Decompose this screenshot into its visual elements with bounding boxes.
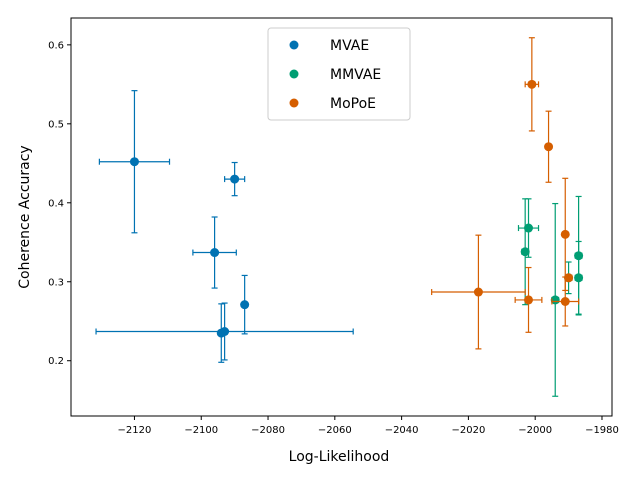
x-tick-label: −2080 xyxy=(251,425,285,436)
data-point-mopoe xyxy=(560,177,570,292)
y-tick-label: 0.2 xyxy=(48,356,64,367)
marker-mmvae xyxy=(520,247,530,257)
data-point-mvae xyxy=(216,303,226,363)
legend-marker-mopoe xyxy=(289,98,299,108)
series-mvae xyxy=(95,90,354,363)
series-mopoe xyxy=(431,37,580,350)
y-axis-ticks: 0.2 0.3 0.4 0.5 0.6 xyxy=(48,40,71,367)
legend-entry-mopoe: MoPoE xyxy=(289,96,376,112)
data-point-mvae xyxy=(224,161,246,197)
marker-mopoe xyxy=(473,287,483,297)
legend-frame xyxy=(267,27,411,121)
data-point-mvae xyxy=(98,90,171,234)
x-tick-label: −2020 xyxy=(451,425,485,436)
marker-mmvae xyxy=(574,273,584,283)
legend-marker-mvae xyxy=(289,40,299,50)
marker-mopoe xyxy=(560,229,570,239)
marker-mopoe xyxy=(560,296,570,306)
data-point-mopoe xyxy=(514,266,543,333)
x-tick-label: −1980 xyxy=(585,425,619,436)
legend-label-mopoe: MoPoE xyxy=(330,96,376,112)
data-point-mopoe xyxy=(524,37,540,132)
data-point-mopoe xyxy=(551,276,580,327)
marker-mopoe xyxy=(544,142,554,152)
marker-mopoe xyxy=(564,273,574,283)
x-tick-label: −2040 xyxy=(385,425,419,436)
legend: MVAE MMVAE MoPoE xyxy=(267,27,411,121)
plot-area xyxy=(95,37,584,397)
legend-label-mvae: MVAE xyxy=(330,38,369,54)
y-tick-label: 0.3 xyxy=(48,277,64,288)
x-tick-label: −2060 xyxy=(318,425,352,436)
x-tick-label: −2100 xyxy=(184,425,218,436)
legend-entry-mvae: MVAE xyxy=(289,38,369,54)
y-tick-label: 0.4 xyxy=(48,198,64,209)
y-tick-label: 0.5 xyxy=(48,119,64,130)
marker-mvae xyxy=(240,300,250,310)
y-axis-label: Coherence Accuracy xyxy=(17,145,33,288)
plot-frame xyxy=(70,17,613,417)
marker-mvae xyxy=(210,248,220,258)
marker-mvae xyxy=(129,157,139,167)
x-axis-label: Log-Likelihood xyxy=(289,449,390,465)
legend-label-mmvae: MMVAE xyxy=(330,67,381,83)
legend-marker-mmvae xyxy=(289,69,299,79)
data-point-mvae xyxy=(192,216,237,289)
marker-mvae xyxy=(216,328,226,338)
marker-mmvae xyxy=(524,223,534,233)
x-tick-label: −2120 xyxy=(118,425,152,436)
data-point-mmvae xyxy=(517,198,540,258)
marker-mmvae xyxy=(550,295,560,305)
data-point-mmvae xyxy=(520,198,530,306)
y-tick-label: 0.6 xyxy=(48,40,64,51)
legend-entry-mmvae: MMVAE xyxy=(289,67,381,83)
data-point-mmvae xyxy=(550,202,560,397)
data-point-mvae xyxy=(240,274,250,335)
data-point-mopoe xyxy=(431,234,526,350)
marker-mopoe xyxy=(527,79,537,89)
data-point-mopoe xyxy=(544,110,554,183)
x-axis-ticks: −2120 −2100 −2080 −2060 −2040 −2020 −2000 −1980 xyxy=(118,416,619,436)
marker-mvae xyxy=(230,174,240,184)
x-tick-label: −2000 xyxy=(518,425,552,436)
marker-mopoe xyxy=(524,295,534,305)
